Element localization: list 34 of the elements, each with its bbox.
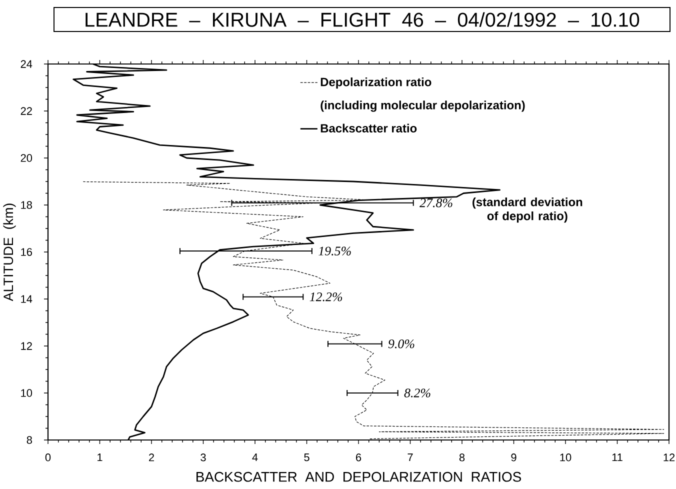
annotation: 8.2% <box>404 388 430 398</box>
x-tick-label: 6 <box>356 454 362 462</box>
y-tick-label: 22 <box>20 107 32 115</box>
x-tick-label: 8 <box>459 454 465 462</box>
annotation: (standard deviation of depol ratio) <box>472 197 582 223</box>
x-tick-label: 12 <box>664 454 675 462</box>
y-tick-label: 10 <box>21 389 32 397</box>
x-tick-label: 5 <box>304 454 310 462</box>
x-tick-label: 4 <box>252 454 258 462</box>
annotation: 19.5% <box>318 246 351 256</box>
y-tick-label: 12 <box>21 342 32 350</box>
y-tick-label: 24 <box>20 60 32 68</box>
y-tick-label: 20 <box>20 154 32 162</box>
y-tick-label: 16 <box>21 248 32 256</box>
x-tick-label: 0 <box>45 454 51 462</box>
annotation: 12.2% <box>310 292 342 302</box>
x-tick-label: 3 <box>200 454 206 462</box>
legend-label: Depolarization ratio <box>320 77 432 89</box>
y-axis-title: ALTITUDE (km) <box>3 204 16 302</box>
annotation: 27.8% <box>420 198 452 208</box>
y-tick-label: 14 <box>21 295 32 303</box>
y-tick-label: 18 <box>21 201 32 209</box>
x-tick-label: 1 <box>98 454 102 462</box>
x-tick-label: 9 <box>511 454 516 462</box>
legend-label: Backscatter ratio <box>320 124 417 133</box>
x-tick-label: 10 <box>560 454 572 462</box>
x-tick-label: 11 <box>612 454 622 462</box>
x-tick-label: 7 <box>408 454 413 462</box>
y-tick-label: 8 <box>26 436 32 444</box>
annotation: 9.0% <box>388 339 414 348</box>
x-axis-title: BACKSCATTER AND DEPOLARIZATION RATIOS <box>196 472 522 482</box>
chart-title: LEANDRE – KIRUNA – FLIGHT 46 – 04/02/1992 – 10.10 <box>86 12 640 27</box>
x-tick-label: 2 <box>149 454 154 462</box>
annotation: (including molecular depolarization) <box>320 100 525 112</box>
